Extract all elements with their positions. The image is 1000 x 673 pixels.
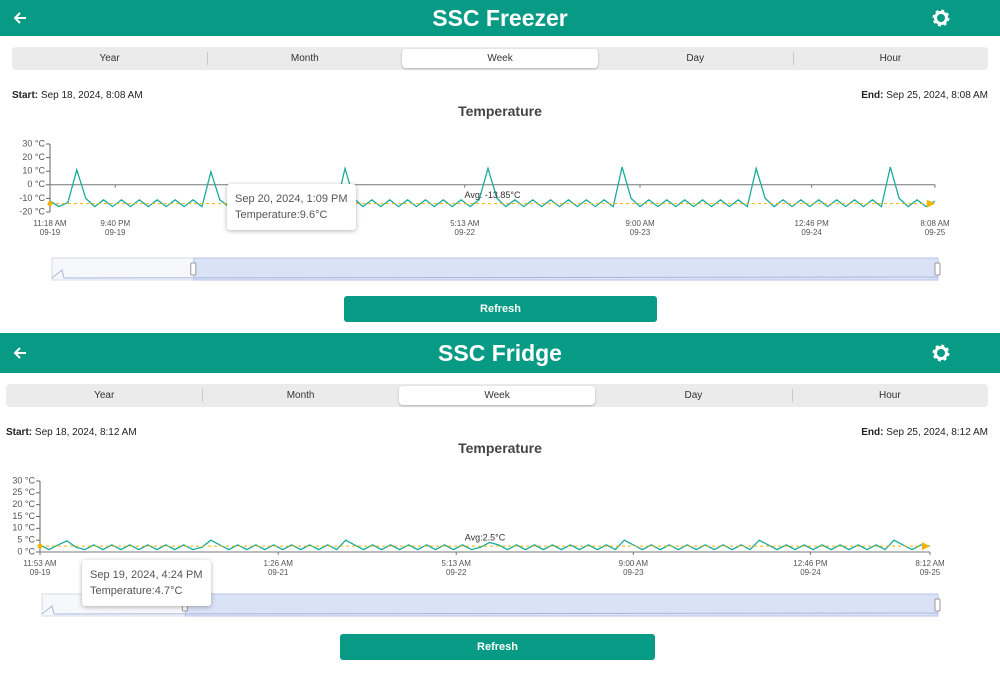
y-tick-label: 30 °C: [12, 475, 35, 485]
y-tick-label: -10 °C: [19, 193, 45, 203]
gear-body: [934, 346, 948, 360]
panel: SSC Freezer Year Month Week Day Hour Start: Se…: [0, 0, 1000, 331]
chart-title: Temperature: [458, 440, 542, 456]
temperature-line: [49, 165, 936, 208]
range-start: Start: Sep 18, 2024, 8:12 AM: [6, 427, 137, 438]
x-tick-label: 12:46 PM 09-24: [793, 559, 828, 577]
range-end: End: Sep 25, 2024, 8:08 AM: [861, 90, 988, 101]
x-tick-label: 9:00 AM 09-23: [625, 219, 655, 237]
tab[interactable]: Day: [684, 390, 703, 401]
chart: 30 °C 20 °C 10 °C 0 °C -10 °C -20 °C Avg: -13.…: [19, 138, 941, 281]
tooltip: Sep 20, 2024, 1:09 PM Temperature:9.6°C: [227, 184, 356, 230]
y-tick-label: 10 °C: [22, 166, 45, 176]
y-tick-label: 5 °C: [17, 535, 35, 545]
navigator-handle[interactable]: [934, 598, 941, 612]
chart-title: Temperature: [458, 103, 542, 119]
tooltip-text: Temperature:4.7°C: [90, 585, 183, 597]
chart: 30 °C 25 °C 20 °C 15 °C 10 °C 5 °C0 °C Avg:2.5…: [12, 475, 941, 617]
x-tick-label: 12:46 PM 09-24: [794, 219, 829, 237]
tooltip-text: Temperature:9.6°C: [235, 209, 328, 221]
tooltip-title: Sep 20, 2024, 1:09 PM: [235, 193, 348, 205]
y-tick-label: 30 °C: [22, 138, 45, 148]
y-tick-label: 15 °C: [12, 511, 35, 521]
range-start-label: Start:: [12, 90, 39, 101]
average-start-marker: [37, 543, 43, 549]
range-end-value: Sep 25, 2024, 8:08 AM: [886, 90, 988, 101]
refresh-button[interactable]: Refresh: [344, 296, 657, 322]
settings-button[interactable]: [932, 9, 950, 27]
tab[interactable]: Week: [398, 386, 596, 405]
average-start-marker: [47, 201, 53, 207]
refresh-button[interactable]: Refresh: [340, 634, 655, 660]
y-tick-label: 0 °C: [27, 179, 45, 189]
range-end-value: Sep 25, 2024, 8:12 AM: [886, 427, 988, 438]
gear-body: [934, 11, 948, 25]
tab[interactable]: Year: [94, 390, 115, 401]
y-tick-label: 25 °C: [12, 487, 35, 497]
x-tick-label: 8:08 AM 09-25: [920, 219, 950, 237]
back-button[interactable]: [12, 345, 28, 361]
tab[interactable]: Month: [202, 384, 399, 407]
header: SSC Freezer: [0, 0, 1000, 36]
average-label: Avg: -13.85°C: [465, 190, 521, 200]
x-tick-label: 1:26 AM 09-21: [263, 559, 293, 577]
average-label: Avg:2.5°C: [465, 532, 506, 542]
header-title: SSC Fridge: [438, 340, 562, 366]
tab[interactable]: Year: [99, 53, 120, 64]
navigator-handle[interactable]: [934, 262, 941, 276]
range-start: Start: Sep 18, 2024, 8:08 AM: [12, 90, 143, 101]
y-tick-label: -20 °C: [19, 206, 45, 216]
y-tick-label: 20 °C: [22, 152, 45, 162]
range-end-label: End:: [861, 90, 884, 101]
tab[interactable]: Hour: [791, 384, 989, 407]
panel: SSC Fridge Year Month Week Day Hour Start: Sep…: [0, 333, 1000, 673]
x-tick-label: 5:13 AM 09-22: [450, 219, 480, 237]
navigator-handle[interactable]: [190, 262, 197, 276]
temperature-line: [39, 539, 931, 551]
tab[interactable]: Hour: [792, 47, 989, 70]
range-start-value: Sep 18, 2024, 8:12 AM: [34, 427, 137, 438]
y-tick-label: 20 °C: [12, 499, 35, 509]
tooltip: Sep 19, 2024, 4:24 PM Temperature:4.7°C: [82, 560, 211, 606]
tab[interactable]: Month: [207, 47, 403, 70]
header-title: SSC Freezer: [432, 5, 568, 31]
navigator-preview: [41, 605, 939, 615]
tab[interactable]: Week: [402, 49, 598, 68]
back-arrow-icon: [13, 347, 26, 359]
average-end-arrow: [922, 542, 930, 551]
range-start-value: Sep 18, 2024, 8:08 AM: [40, 90, 143, 101]
tab-bar: Year Month Week Day Hour: [6, 384, 989, 407]
tab-bar: Year Month Week Day Hour: [12, 47, 989, 70]
x-tick-label: 11:53 AM 09-19: [23, 559, 57, 577]
x-tick-label: 9:40 PM 09-19: [100, 219, 131, 237]
tab[interactable]: Day: [686, 53, 705, 64]
range-end: End: Sep 25, 2024, 8:12 AM: [861, 427, 988, 438]
settings-button[interactable]: [932, 344, 950, 362]
x-tick-label: 5:13 AM 09-22: [441, 559, 471, 577]
header: SSC Fridge: [0, 333, 1000, 373]
average-end-arrow: [927, 199, 935, 208]
y-tick-label: 0 °C: [17, 546, 35, 556]
tooltip-title: Sep 19, 2024, 4:24 PM: [90, 569, 203, 581]
x-tick-label: 9:00 AM 09-23: [618, 559, 649, 577]
x-tick-label: 11:18 AM 09-19: [33, 219, 67, 237]
range-end-label: End:: [861, 427, 884, 438]
y-tick-label: 10 °C: [12, 523, 35, 533]
x-tick-label: 8:12 AM 09-25: [915, 559, 945, 577]
back-button[interactable]: [12, 10, 28, 26]
back-arrow-icon: [13, 12, 26, 24]
navigator-preview: [51, 269, 939, 279]
range-start-label: Start:: [6, 427, 33, 438]
